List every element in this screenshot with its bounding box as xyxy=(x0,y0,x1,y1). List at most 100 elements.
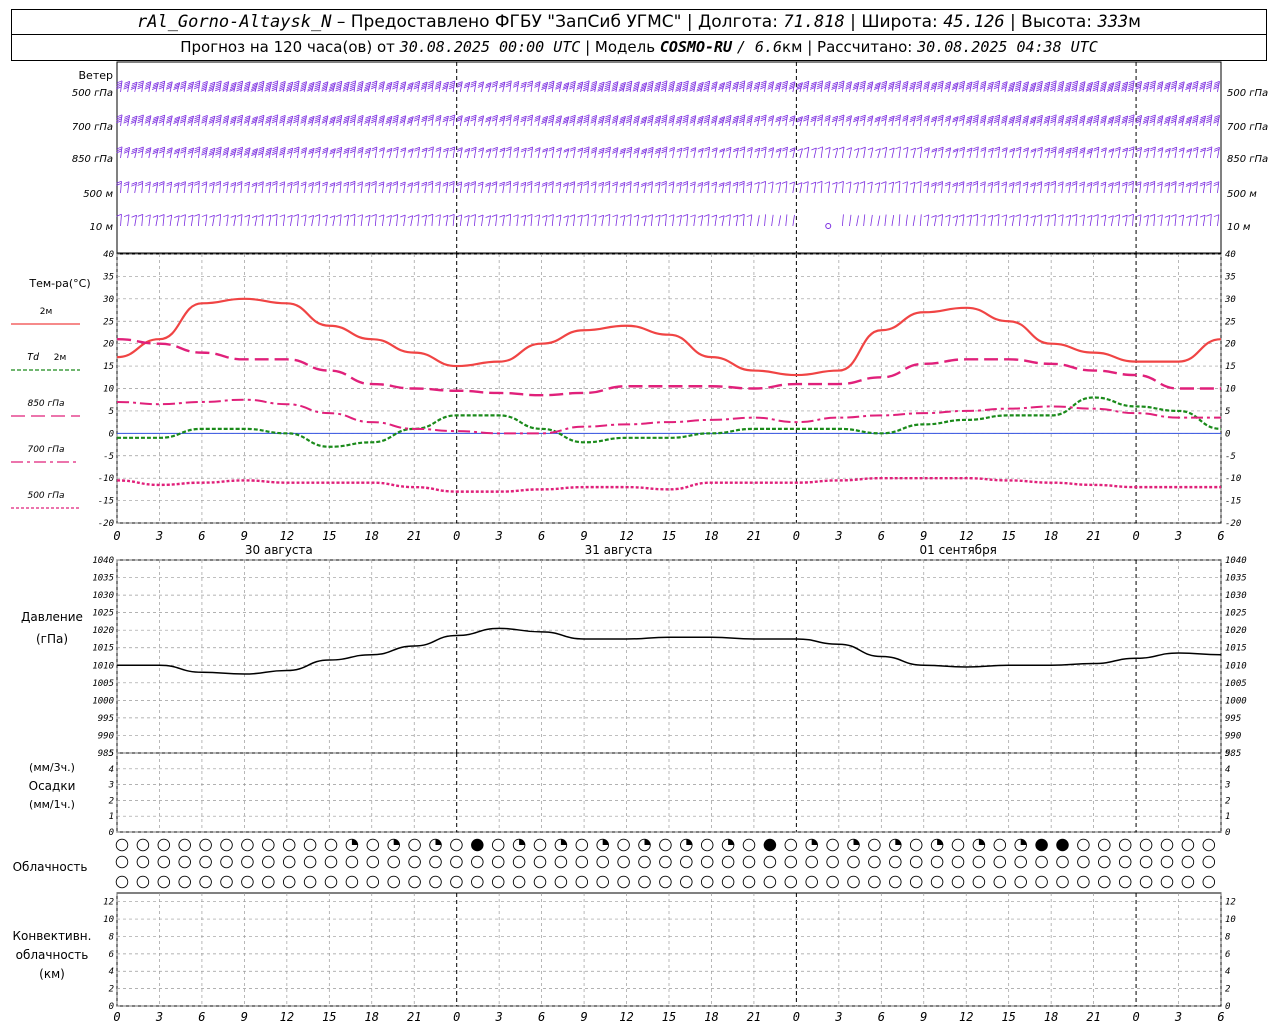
wind-barb-feather xyxy=(1023,81,1029,85)
wind-barb-feather xyxy=(823,86,830,90)
wind-barb xyxy=(997,114,1001,127)
wind-barb xyxy=(672,115,675,127)
wind-barb-feather xyxy=(767,181,774,185)
wind-barb-feather xyxy=(1050,180,1056,184)
wind-barb xyxy=(481,181,484,194)
wind-barb-feather xyxy=(556,115,562,119)
wind-barb-feather xyxy=(746,181,752,185)
wind-barb-feather xyxy=(1009,215,1015,218)
wind-barb-feather xyxy=(682,82,689,86)
wind-barb-feather xyxy=(959,114,965,118)
wind-barb-feather xyxy=(144,120,150,124)
wind-barb xyxy=(205,115,208,127)
wind-barb xyxy=(275,214,278,227)
cloud-cover-marker xyxy=(742,875,756,889)
wind-barb-feather xyxy=(733,81,739,85)
wind-barb-feather xyxy=(123,84,130,88)
wind-barb xyxy=(1174,147,1178,159)
wind-barb-feather xyxy=(881,82,887,86)
wind-barb xyxy=(749,81,753,93)
wind-barb xyxy=(580,147,584,159)
wind-barb xyxy=(1125,115,1129,127)
wind-barb-feather xyxy=(279,82,286,86)
hour-tick-bottom: 0 xyxy=(113,1010,120,1024)
wind-barb-feather xyxy=(413,84,420,88)
wind-barb-feather xyxy=(661,146,668,150)
wind-barb-feather xyxy=(599,147,605,151)
wind-barb-feather xyxy=(463,119,470,123)
wind-barb-feather xyxy=(187,181,194,185)
wind-barb-feather xyxy=(598,214,604,218)
cloud-cover-marker xyxy=(199,855,212,869)
wind-barb xyxy=(304,115,308,127)
wind-barb-feather xyxy=(703,84,710,88)
wind-barb-feather xyxy=(364,85,370,89)
wind-barb-feather xyxy=(1213,183,1219,187)
wind-barb-feather xyxy=(457,81,463,84)
wind-barb-feather xyxy=(852,119,859,123)
wind-barb-feather xyxy=(689,118,696,122)
wind-barb-feather xyxy=(137,214,143,217)
wind-barb xyxy=(820,80,824,93)
wind-barb xyxy=(233,82,237,93)
cloud-cover-marker xyxy=(533,875,547,889)
wind-barb-feather xyxy=(499,117,505,121)
wind-barb xyxy=(813,147,817,159)
wind-barb-feather xyxy=(427,183,433,186)
wind-barb-feather xyxy=(1078,120,1085,124)
conv-ytick-right: 2 xyxy=(1225,985,1230,995)
wind-barb xyxy=(445,116,449,127)
wind-barb-feather xyxy=(158,118,165,122)
wind-barb xyxy=(1068,148,1072,159)
wind-barb-feather xyxy=(251,182,258,185)
wind-barb-feather xyxy=(661,114,668,118)
wind-barb xyxy=(1110,148,1115,159)
wind-barb xyxy=(219,114,222,127)
wind-barb xyxy=(926,147,930,159)
wind-barb xyxy=(615,147,619,159)
cloud-cover-marker xyxy=(951,875,965,889)
wind-barb-feather xyxy=(470,84,476,88)
wind-barb xyxy=(389,116,393,127)
wind-barb-feather xyxy=(569,214,575,217)
wind-barb-feather xyxy=(286,87,292,90)
wind-barb-feather xyxy=(1157,84,1163,88)
wind-barb-feather xyxy=(293,114,300,118)
wind-barb-feather xyxy=(1071,84,1078,88)
wind-barb-feather xyxy=(1086,117,1093,121)
wind-barb-feather xyxy=(980,84,986,88)
wind-barb-feather xyxy=(1186,149,1192,153)
wind-barb-feather xyxy=(647,181,653,184)
wind-barb-feather xyxy=(521,147,527,151)
wind-barb-feather xyxy=(231,82,237,85)
wind-barb-feather xyxy=(393,146,399,150)
wind-barb-feather xyxy=(1044,147,1051,151)
wind-barb-feather xyxy=(775,149,781,153)
wind-barb-feather xyxy=(1015,80,1022,84)
wind-barb-feather xyxy=(1157,214,1163,218)
wind-barb xyxy=(622,215,626,227)
wind-barb-feather xyxy=(972,180,978,184)
wind-barb-feather xyxy=(1001,183,1007,187)
wind-barb-feather xyxy=(527,82,533,86)
wind-barb-feather xyxy=(321,86,327,90)
cloud-cover-marker xyxy=(408,838,421,852)
wind-barb-feather xyxy=(144,86,150,90)
wind-barb-feather xyxy=(853,148,860,151)
wind-barb-feather xyxy=(414,116,420,120)
wind-barb-feather xyxy=(612,150,618,154)
wind-barb-feather xyxy=(789,181,795,185)
wind-barb-feather xyxy=(1163,87,1170,90)
wind-barb-feather xyxy=(329,117,336,121)
wind-barb-feather xyxy=(1058,81,1064,84)
wind-barb-feather xyxy=(236,181,243,184)
conv-ytick-left: 8 xyxy=(109,932,114,942)
wind-barb-feather xyxy=(859,86,865,90)
wind-barb-feather xyxy=(336,116,342,120)
wind-barb-feather xyxy=(945,181,951,185)
wind-barb-feather xyxy=(866,86,872,90)
wind-barb-feather xyxy=(435,214,441,218)
wind-barb-feather xyxy=(1057,118,1064,122)
day-label: 31 августа xyxy=(585,543,653,557)
wind-barb xyxy=(1139,115,1142,127)
